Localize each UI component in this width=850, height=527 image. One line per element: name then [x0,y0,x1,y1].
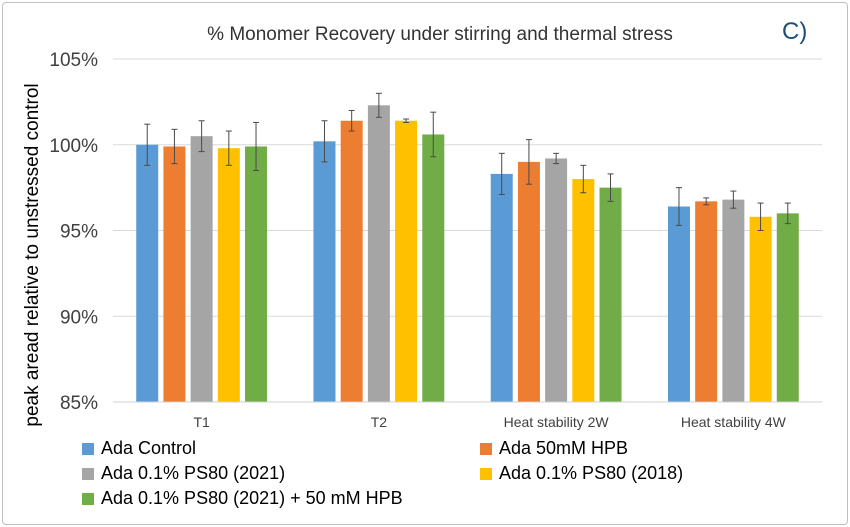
legend-swatch [82,493,94,505]
legend-label: Ada 0.1% PS80 (2021) + 50 mM HPB [101,488,403,508]
legend-swatch [480,468,492,480]
error-bar [171,128,178,165]
bar [667,206,690,402]
bar [340,120,363,403]
error-bar [375,92,382,118]
legend-label: Ada 0.1% PS80 (2018) [499,463,683,483]
error-bars [144,92,791,231]
bar [695,201,718,402]
error-bar [144,123,151,166]
bar [517,161,540,402]
bar [245,146,268,402]
error-bar [253,121,260,171]
error-bar [553,152,560,165]
bar [163,146,186,402]
legend: Ada Control Ada 50mM HPB Ada 0.1% PS80 (20… [82,438,683,508]
bars [136,105,799,403]
x-tick-label: T2 [371,414,388,430]
y-tick-label: 95% [60,222,98,243]
error-bar [403,118,410,123]
bar [367,105,390,403]
bar [395,120,418,403]
error-bar [703,197,710,206]
y-axis-title: peak aread relative to unstressed contro… [22,83,43,426]
bar [749,216,772,402]
x-tick-labels: T1 T2 Heat stability 2W Heat stability 4W [193,414,786,430]
bar [545,158,568,402]
error-bar [525,139,532,185]
error-bar [430,111,437,158]
y-tick-label: 105% [49,50,98,71]
bar [599,187,622,402]
error-bar [757,202,764,231]
error-bar [321,120,328,163]
legend-swatch [480,443,492,455]
legend-item: Ada 0.1% PS80 (2021) + 50 mM HPB [82,488,403,508]
legend-item: Ada 0.1% PS80 (2018) [480,463,683,483]
legend-item: Ada 0.1% PS80 (2021) [82,463,285,483]
x-tick-label: Heat stability 2W [504,414,610,430]
legend-label: Ada Control [101,438,196,458]
legend-swatch [82,468,94,480]
x-tick-label: T1 [193,414,210,430]
error-bar [225,130,232,166]
error-bar [198,120,205,153]
y-tick-label: 85% [60,393,98,414]
panel-label: C) [782,18,807,45]
bar [422,134,445,402]
bar [217,148,240,402]
bar [190,136,213,403]
bar [490,173,513,402]
legend-label: Ada 50mM HPB [499,438,628,458]
y-tick-label: 90% [60,307,98,328]
error-bar [675,187,682,226]
legend-item: Ada 50mM HPB [480,438,628,458]
bar [136,144,159,402]
error-bar [730,190,737,209]
chart-title: % Monomer Recovery under stirring and th… [207,24,673,45]
legend-item: Ada Control [82,438,196,458]
error-bar [607,173,614,202]
x-tick-label: Heat stability 4W [681,414,787,430]
legend-swatch [82,443,94,455]
bar [313,141,336,402]
y-tick-label: 100% [49,136,98,157]
error-bar [580,164,587,194]
legend-label: Ada 0.1% PS80 (2021) [101,463,285,483]
y-tick-labels: 85% 90% 95% 100% 105% [49,50,98,414]
error-bar [348,109,355,132]
error-bar [784,202,791,225]
bar [722,199,745,402]
error-bar [498,152,505,195]
bar [572,179,595,402]
bar [776,213,799,402]
